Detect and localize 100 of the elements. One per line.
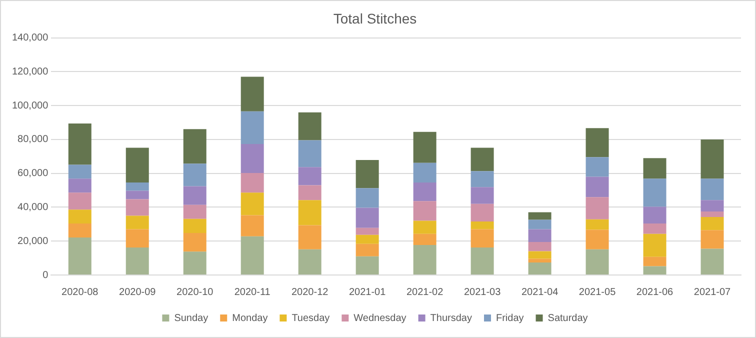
x-tick-label: 2021-04 [521,286,559,298]
legend-label: Wednesday [354,312,406,324]
bar [298,112,322,140]
bar [528,258,552,262]
x-tick-label: 2020-08 [62,286,99,298]
bar [183,186,206,205]
bar [643,256,666,266]
bar [126,190,149,200]
bar [470,229,494,248]
y-tick-label: 60,000 [18,168,49,180]
bar [298,185,322,200]
bar [298,140,322,168]
bar [643,266,666,274]
bar [413,234,436,246]
bar [126,182,149,191]
bar [356,244,379,256]
bar [528,212,552,220]
legend-label: Thursday [430,312,472,324]
bar [298,167,322,186]
bar [413,162,436,182]
bar [126,199,149,216]
y-tick-label: 140,000 [12,32,49,44]
bar [240,144,264,174]
bar [470,221,494,230]
bar [470,248,494,274]
bar [240,111,264,144]
bar [183,252,206,274]
legend-label: Sunday [174,312,208,324]
bar [700,211,724,218]
bar [356,160,379,188]
bar [240,173,264,193]
bar [700,248,724,274]
bar [700,217,724,230]
bar [528,242,552,252]
bar [413,182,436,202]
bar [700,230,724,249]
y-tick-label: 0 [42,270,49,281]
x-tick-label: 2020-11 [234,286,271,298]
bar [413,220,436,234]
bar [586,249,609,274]
bar [643,158,666,179]
legend-label: Monday [232,312,268,324]
y-tick-label: 80,000 [18,134,49,146]
bar [413,132,436,163]
x-tick-label: 2021-01 [348,286,386,298]
bar [470,148,494,172]
legend-label: Tuesday [292,312,330,324]
x-tick-label: 2021-06 [636,286,674,298]
bar [586,128,609,158]
bar [470,171,494,188]
bar [68,178,92,193]
bar [528,251,552,259]
bar [126,148,149,182]
bar [586,176,609,198]
bar [298,200,322,226]
bar [183,204,206,219]
bar [356,188,379,208]
bar [240,215,264,236]
x-tick-label: 2021-07 [694,286,732,298]
bar [528,262,552,274]
x-tick-label: 2021-03 [464,286,502,298]
bar [528,229,552,242]
x-tick-label: 2021-02 [406,286,444,298]
y-tick-label: 20,000 [18,236,49,247]
bar [413,245,436,274]
bar [586,197,609,220]
bar [68,192,92,210]
bar [586,157,609,177]
bar [586,230,609,250]
bar [183,129,206,164]
bar [643,178,666,207]
x-tick-label: 2020-12 [291,286,329,298]
x-tick-label: 2020-10 [176,286,214,298]
legend-label: Friday [496,312,524,324]
bar [356,208,379,228]
bar [240,192,264,216]
bar [586,219,609,230]
bar [183,232,206,252]
bar [700,139,724,179]
bar [126,216,149,230]
bar [183,164,206,186]
bar [240,236,264,274]
bar [700,178,724,200]
bar [68,210,92,224]
bar [126,229,149,248]
bar [240,76,264,112]
bar [68,223,92,238]
bar [356,228,379,235]
bar [643,234,666,257]
bar [356,234,379,244]
y-tick-label: 100,000 [12,100,49,112]
bar [68,124,92,165]
bar [700,200,724,212]
bar [643,223,666,234]
x-tick-label: 2020-09 [119,286,156,298]
y-tick-label: 40,000 [18,202,49,213]
bar [298,225,322,250]
bar [643,206,666,224]
bar [413,201,436,221]
bar [356,256,379,274]
